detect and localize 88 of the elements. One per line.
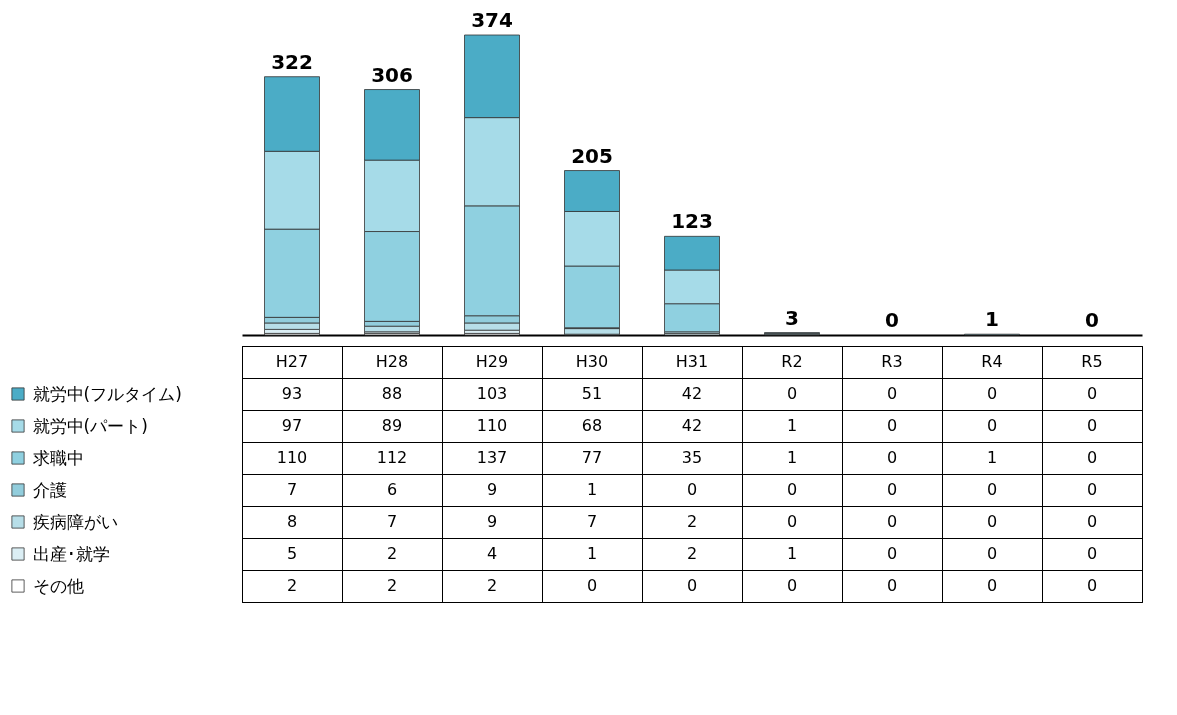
data-label: 0 <box>786 512 798 531</box>
x-tick-label: R3 <box>881 352 903 371</box>
data-label: 42 <box>681 416 703 435</box>
data-label: 5 <box>286 544 298 563</box>
legend-label: 就労中(フルタイム) <box>32 383 182 404</box>
total-label: 123 <box>671 209 713 234</box>
total-label: 322 <box>271 49 313 74</box>
x-tick-label: R4 <box>981 352 1003 371</box>
data-label: 0 <box>786 576 798 595</box>
data-label: 89 <box>381 416 403 435</box>
data-label: 8 <box>286 512 298 531</box>
data-label: 35 <box>681 448 703 467</box>
data-label: 1 <box>786 448 798 467</box>
data-label: 0 <box>1086 416 1098 435</box>
data-label: 2 <box>486 576 498 595</box>
data-label: 97 <box>281 416 303 435</box>
data-label: 0 <box>886 480 898 499</box>
data-label: 112 <box>376 448 408 467</box>
data-label: 7 <box>286 480 298 499</box>
legend-label: 就労中(パート) <box>32 415 148 436</box>
data-label: 0 <box>1086 448 1098 467</box>
data-label: 7 <box>586 512 598 531</box>
data-label: 0 <box>686 480 698 499</box>
data-label: 0 <box>586 576 598 595</box>
data-label: 0 <box>1086 576 1098 595</box>
data-label: 0 <box>986 384 998 403</box>
legend-label: 出産･就学 <box>32 543 110 564</box>
total-label: 1 <box>985 307 999 332</box>
data-label: 4 <box>486 544 498 563</box>
data-label: 1 <box>786 416 798 435</box>
data-label: 0 <box>886 448 898 467</box>
data-label: 0 <box>986 512 998 531</box>
data-label: 42 <box>681 384 703 403</box>
data-label: 137 <box>476 448 508 467</box>
legend-label: 疾病障がい <box>32 511 118 532</box>
total-label: 205 <box>571 143 613 168</box>
data-label: 0 <box>786 384 798 403</box>
legend-label: 求職中 <box>32 447 84 468</box>
data-label: 0 <box>886 544 898 563</box>
data-label: 0 <box>886 576 898 595</box>
total-label: 306 <box>371 62 413 87</box>
total-label: 0 <box>1085 308 1099 332</box>
data-label: 0 <box>1086 384 1098 403</box>
data-label: 2 <box>386 544 398 563</box>
x-tick-label: H27 <box>275 352 309 371</box>
data-label: 2 <box>386 576 398 595</box>
data-label: 1 <box>986 448 998 467</box>
data-label: 51 <box>581 384 603 403</box>
x-tick-label: H30 <box>575 352 609 371</box>
data-label: 2 <box>286 576 298 595</box>
data-label: 0 <box>886 416 898 435</box>
data-label: 9 <box>486 480 498 499</box>
data-label: 68 <box>581 416 603 435</box>
data-label: 0 <box>986 416 998 435</box>
data-label: 0 <box>886 384 898 403</box>
data-label: 93 <box>281 384 303 403</box>
x-tick-label: H31 <box>675 352 709 371</box>
legend-label: 介護 <box>32 479 67 500</box>
data-label: 1 <box>586 480 598 499</box>
data-label: 0 <box>986 544 998 563</box>
data-label: 103 <box>476 384 508 403</box>
data-label: 77 <box>581 448 603 467</box>
data-label: 0 <box>1086 512 1098 531</box>
data-label: 1 <box>586 544 598 563</box>
data-label: 6 <box>386 480 398 499</box>
data-label: 0 <box>686 576 698 595</box>
data-label: 110 <box>276 448 308 467</box>
total-label: 0 <box>885 308 899 332</box>
data-label: 0 <box>1086 480 1098 499</box>
data-label: 7 <box>386 512 398 531</box>
x-tick-label: R5 <box>1081 352 1103 371</box>
data-label: 0 <box>1086 544 1098 563</box>
x-tick-label: R2 <box>781 352 803 371</box>
data-label: 110 <box>476 416 508 435</box>
data-label: 0 <box>886 512 898 531</box>
x-tick-label: H29 <box>475 352 509 371</box>
total-label: 374 <box>471 8 513 32</box>
x-tick-label: H28 <box>375 352 409 371</box>
data-label: 0 <box>786 480 798 499</box>
data-label: 88 <box>381 384 403 403</box>
total-label: 3 <box>785 305 799 330</box>
legend-label: その他 <box>32 575 84 596</box>
data-label: 9 <box>486 512 498 531</box>
data-label: 2 <box>686 512 698 531</box>
data-label: 0 <box>986 480 998 499</box>
data-label: 2 <box>686 544 698 563</box>
data-label: 0 <box>986 576 998 595</box>
data-label: 1 <box>786 544 798 563</box>
